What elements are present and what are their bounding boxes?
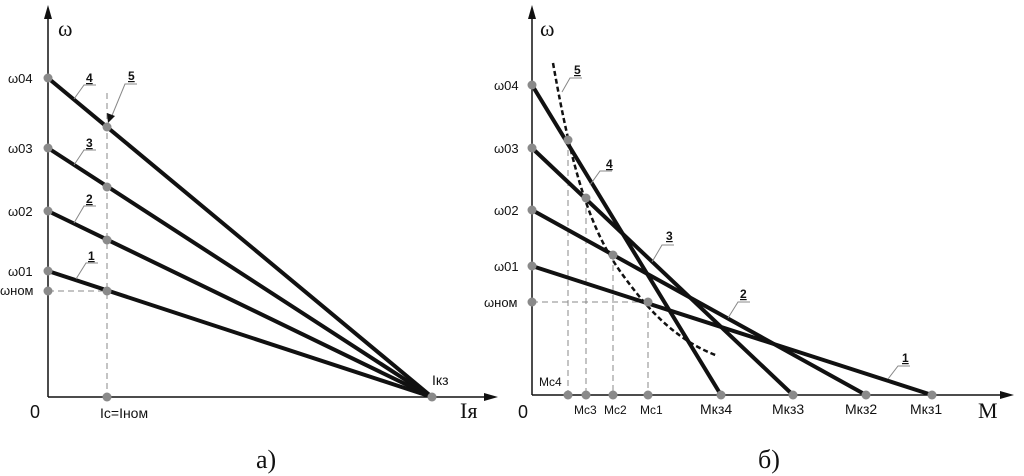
panel-a-caption: а) xyxy=(256,445,276,474)
panel-b-line-4 xyxy=(530,83,723,397)
panel-a-line-3 xyxy=(46,146,434,399)
panel-b-leader-5 xyxy=(561,77,582,93)
panel-a-line-2 xyxy=(47,209,433,399)
panel-b-y-tick-label: ωном xyxy=(484,295,518,310)
panel-b-point xyxy=(581,390,591,400)
panel-b-mc2-label: Mс2 xyxy=(604,403,627,417)
panel-b-mkz2-label: Mкз2 xyxy=(845,401,877,417)
panel-b-x-axis-label: M xyxy=(978,398,998,423)
panel-a-line-number-3: 3 xyxy=(86,136,93,150)
panel-b-point xyxy=(716,390,726,400)
panel-a-point xyxy=(43,73,53,83)
panel-b-line-number-5: 5 xyxy=(574,63,581,77)
panel-b-point xyxy=(527,297,537,307)
panel-a-y-tick-label: ω03 xyxy=(8,141,33,156)
panel-b-point xyxy=(527,261,537,271)
panel-b-point xyxy=(563,135,573,145)
panel-b-y-tick-label: ω02 xyxy=(494,203,519,218)
panel-b-point xyxy=(643,390,653,400)
panel-a-y-tick-label: ω04 xyxy=(8,71,33,86)
panel-a-line-number-2: 2 xyxy=(86,192,93,206)
panel-b-y-axis-label: ω xyxy=(540,16,554,41)
panel-b-curve-5 xyxy=(551,62,719,358)
panel-a-point xyxy=(102,235,112,245)
panel-a-point xyxy=(43,286,53,296)
panel-b-point xyxy=(927,390,937,400)
panel-a-y-arrow xyxy=(44,5,52,19)
panel-a-point xyxy=(43,206,53,216)
panel-b-x-arrow xyxy=(1000,391,1014,399)
panel-a-point xyxy=(43,266,53,276)
panel-a-leader-2 xyxy=(73,205,96,224)
panel-a-y-tick-label: ωном xyxy=(0,283,34,298)
panel-a-line-number-5: 5 xyxy=(128,69,135,83)
panel-a: ω Iя 0 ω04 ω03 ω02 ω01 ωном Iс=Iном Iкз … xyxy=(0,5,498,474)
panel-a-x-tick-label: Iкз xyxy=(432,372,449,388)
panel-b-point xyxy=(861,390,871,400)
panel-b-point xyxy=(608,390,618,400)
panel-b-leader-4 xyxy=(589,170,612,186)
panel-b-leader-1 xyxy=(887,365,910,380)
panel-b-point xyxy=(608,250,618,260)
panel-b-point xyxy=(527,143,537,153)
panel-a-x-tick-label: Iс=Iном xyxy=(100,405,148,421)
panel-b-point xyxy=(563,390,573,400)
panel-a-leader-5 xyxy=(110,83,137,119)
panel-b-leader-2 xyxy=(727,301,750,319)
panel-a-line-number-1: 1 xyxy=(88,249,95,263)
panel-b-point xyxy=(581,193,591,203)
panel-a-line-number-4: 4 xyxy=(86,71,93,85)
panel-b-line-3 xyxy=(530,146,795,397)
panel-a-point xyxy=(43,143,53,153)
panel-b-y-tick-label: ω04 xyxy=(494,78,519,93)
panel-b-line-number-1: 1 xyxy=(902,351,909,365)
panel-a-leader-3 xyxy=(73,149,96,166)
panel-b-mc3-label: Mс3 xyxy=(574,403,597,417)
panel-b-mc4-label: Mс4 xyxy=(539,375,562,389)
panel-b-line-2 xyxy=(531,208,867,397)
panel-b-mkz4-label: Mкз4 xyxy=(700,401,732,417)
panel-a-line-1 xyxy=(47,269,433,399)
panel-b-mkz1-label: Mкз1 xyxy=(910,401,942,417)
panel-a-x-axis-label: Iя xyxy=(460,398,477,423)
panel-b-caption: б) xyxy=(758,445,780,474)
panel-b-y-tick-label: ω01 xyxy=(494,259,519,274)
panel-a-point xyxy=(427,392,437,402)
panel-b-mc1-label: Mс1 xyxy=(640,403,663,417)
panel-a-origin-label: 0 xyxy=(30,402,40,422)
panel-b-line-number-4: 4 xyxy=(606,157,613,171)
panel-b-point xyxy=(527,80,537,90)
panel-b-origin-label: 0 xyxy=(518,402,528,422)
panel-b-point xyxy=(788,390,798,400)
panel-a-line-4 xyxy=(46,76,434,399)
panel-a-leader-4 xyxy=(73,84,96,100)
panel-a-y-tick-label: ω01 xyxy=(8,264,33,279)
panel-b: ω M 0 ω04 ω03 ω02 ω01 ωном Mс4 Mс3 Mс2 M… xyxy=(484,5,1014,474)
panel-b-point xyxy=(643,297,653,307)
panel-a-point xyxy=(102,182,112,192)
panel-a-y-axis-label: ω xyxy=(58,16,72,41)
panel-a-point xyxy=(102,392,112,402)
panel-a-point xyxy=(102,122,112,132)
panel-b-y-tick-label: ω03 xyxy=(494,141,519,156)
panel-b-mkz3-label: Mкз3 xyxy=(772,401,804,417)
panel-b-line-1 xyxy=(531,264,933,397)
panel-a-x-arrow xyxy=(484,393,498,401)
panel-b-line-number-2: 2 xyxy=(740,287,747,301)
panel-b-leader-3 xyxy=(651,244,674,263)
panel-b-line-number-3: 3 xyxy=(666,229,673,243)
panel-a-leader-5-arrowhead xyxy=(107,113,115,123)
panel-b-y-arrow xyxy=(528,5,536,19)
panel-a-y-tick-label: ω02 xyxy=(8,204,33,219)
panel-b-point xyxy=(527,205,537,215)
panel-a-point xyxy=(102,286,112,296)
panel-a-leader-1 xyxy=(75,262,98,280)
